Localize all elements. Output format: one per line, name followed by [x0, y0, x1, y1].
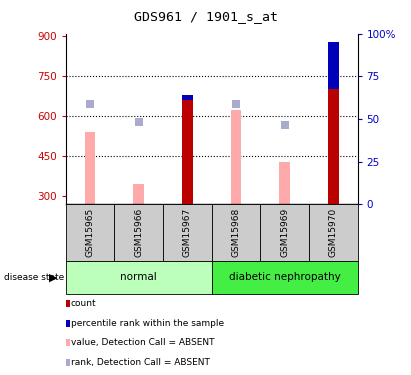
Bar [182, 100, 193, 204]
Bar [279, 162, 290, 204]
Bar [212, 204, 260, 261]
Text: GSM15970: GSM15970 [329, 208, 338, 257]
Text: GSM15968: GSM15968 [231, 208, 240, 257]
Bar [182, 95, 193, 100]
Bar [328, 42, 339, 89]
Bar [66, 204, 114, 261]
Bar [114, 204, 163, 261]
Bar [231, 110, 241, 204]
Text: rank, Detection Call = ABSENT: rank, Detection Call = ABSENT [71, 358, 210, 367]
Text: GDS961 / 1901_s_at: GDS961 / 1901_s_at [134, 10, 277, 23]
Text: ▶: ▶ [49, 273, 58, 282]
Bar [309, 204, 358, 261]
Bar [163, 204, 212, 261]
Text: GSM15967: GSM15967 [183, 208, 192, 257]
Text: diabetic nephropathy: diabetic nephropathy [229, 273, 340, 282]
Bar [212, 261, 358, 294]
Text: count: count [71, 299, 97, 308]
Bar [328, 42, 339, 204]
Text: GSM15966: GSM15966 [134, 208, 143, 257]
Text: normal: normal [120, 273, 157, 282]
Bar [66, 261, 212, 294]
Text: value, Detection Call = ABSENT: value, Detection Call = ABSENT [71, 338, 215, 347]
Text: GSM15969: GSM15969 [280, 208, 289, 257]
Text: percentile rank within the sample: percentile rank within the sample [71, 319, 224, 328]
Bar [85, 132, 95, 204]
Bar [260, 204, 309, 261]
Text: disease state: disease state [4, 273, 65, 282]
Bar [133, 184, 144, 204]
Text: GSM15965: GSM15965 [85, 208, 95, 257]
